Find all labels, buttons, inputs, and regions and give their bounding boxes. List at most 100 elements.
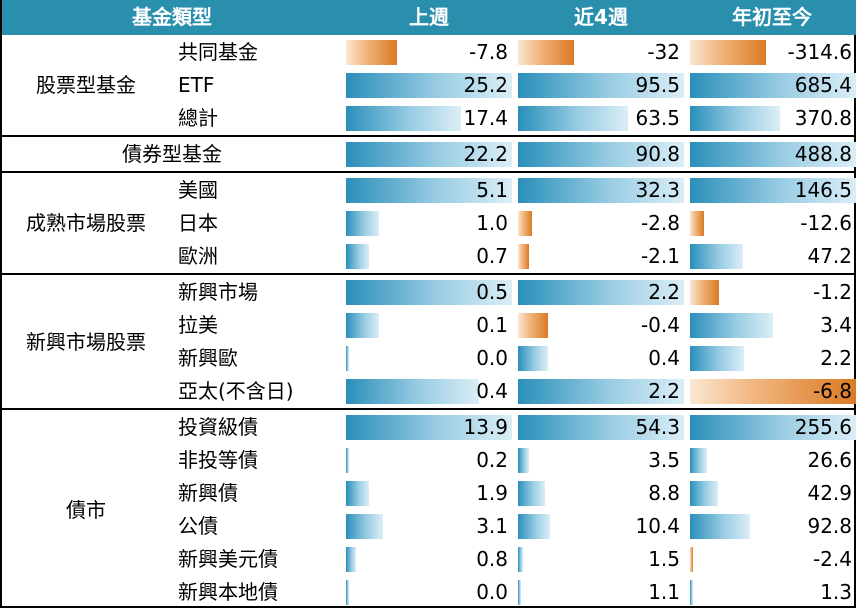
positive-flow-bar bbox=[346, 244, 369, 269]
positive-flow-bar bbox=[346, 106, 461, 131]
row-label: 投資級債 bbox=[178, 415, 258, 439]
flow-value: -2.1 bbox=[640, 244, 680, 268]
negative-flow-bar bbox=[690, 547, 693, 572]
positive-flow-bar bbox=[518, 178, 684, 203]
value-cell-last-week: 1.0 bbox=[346, 207, 512, 240]
flow-value: 0.4 bbox=[648, 346, 680, 370]
value-cell-last-4-weeks: 3.5 bbox=[518, 444, 684, 477]
flow-value: -0.4 bbox=[640, 313, 680, 337]
value-cell-last-week: 0.5 bbox=[346, 276, 512, 309]
value-cell-last-week: 0.4 bbox=[346, 375, 512, 408]
positive-flow-bar bbox=[518, 547, 523, 572]
positive-flow-bar bbox=[346, 379, 479, 404]
flow-value: 26.6 bbox=[807, 448, 852, 472]
value-cell-last-4-weeks: -2.8 bbox=[518, 207, 684, 240]
positive-flow-bar bbox=[518, 106, 629, 131]
negative-flow-bar bbox=[346, 40, 398, 65]
flow-value: -2.8 bbox=[640, 211, 680, 235]
flow-value: 0.0 bbox=[476, 346, 508, 370]
positive-flow-bar bbox=[518, 415, 684, 440]
positive-flow-bar bbox=[690, 448, 708, 473]
positive-flow-bar bbox=[346, 580, 349, 605]
flow-value: 13.9 bbox=[463, 415, 508, 439]
row-label: ETF bbox=[178, 73, 215, 97]
positive-flow-bar bbox=[518, 142, 684, 167]
value-cell-last-week: 0.7 bbox=[346, 240, 512, 273]
value-cell-last-4-weeks: 32.3 bbox=[518, 174, 684, 207]
negative-flow-bar bbox=[518, 244, 529, 269]
value-cell-year-to-date: 685.4 bbox=[690, 69, 856, 102]
positive-flow-bar bbox=[518, 280, 684, 305]
header-category: 基金類型 bbox=[132, 5, 212, 29]
positive-flow-bar bbox=[346, 514, 384, 539]
value-cell-last-4-weeks: 0.4 bbox=[518, 342, 684, 375]
flow-value: 22.2 bbox=[463, 142, 508, 166]
row-label: 新興債 bbox=[178, 481, 238, 505]
value-cell-year-to-date: 47.2 bbox=[690, 240, 856, 273]
flow-value: 1.9 bbox=[476, 481, 508, 505]
flow-value: 25.2 bbox=[463, 73, 508, 97]
value-cell-last-week: 0.2 bbox=[346, 444, 512, 477]
positive-flow-bar bbox=[518, 73, 684, 98]
flow-value: 370.8 bbox=[794, 106, 852, 130]
flow-value: 2.2 bbox=[648, 280, 680, 304]
flow-value: 1.1 bbox=[648, 580, 680, 604]
positive-flow-bar bbox=[690, 346, 744, 371]
row-label: 非投等債 bbox=[178, 448, 258, 472]
positive-flow-bar bbox=[690, 313, 773, 338]
category-label: 新興市場股票 bbox=[26, 330, 146, 354]
flow-value: -12.6 bbox=[800, 211, 852, 235]
positive-flow-bar bbox=[690, 106, 780, 131]
negative-flow-bar bbox=[690, 211, 705, 236]
flow-value: -7.8 bbox=[468, 40, 508, 64]
category-label: 債市 bbox=[66, 498, 106, 522]
header-last-week: 上週 bbox=[409, 5, 449, 29]
value-cell-year-to-date: 488.8 bbox=[690, 138, 856, 171]
flow-value: 2.2 bbox=[820, 346, 852, 370]
row-label: 日本 bbox=[178, 211, 218, 235]
value-cell-last-4-weeks: 10.4 bbox=[518, 510, 684, 543]
row-label: 拉美 bbox=[178, 313, 218, 337]
row-label: 新興市場 bbox=[178, 280, 258, 304]
flow-value: 63.5 bbox=[635, 106, 680, 130]
value-cell-year-to-date: -1.2 bbox=[690, 276, 856, 309]
section-divider bbox=[2, 171, 854, 173]
value-cell-last-4-weeks: 95.5 bbox=[518, 69, 684, 102]
value-cell-last-week: 13.9 bbox=[346, 411, 512, 444]
positive-flow-bar bbox=[346, 313, 380, 338]
positive-flow-bar bbox=[346, 142, 512, 167]
negative-flow-bar bbox=[518, 211, 533, 236]
category-label: 成熟市場股票 bbox=[26, 211, 146, 235]
negative-flow-bar bbox=[518, 40, 574, 65]
flow-value: 1.5 bbox=[648, 547, 680, 571]
value-cell-year-to-date: 2.2 bbox=[690, 342, 856, 375]
row-label: 共同基金 bbox=[178, 40, 258, 64]
value-cell-last-week: 17.4 bbox=[346, 102, 512, 135]
value-cell-last-4-weeks: 1.1 bbox=[518, 576, 684, 609]
positive-flow-bar bbox=[518, 514, 550, 539]
flow-value: 32.3 bbox=[635, 178, 680, 202]
positive-flow-bar bbox=[518, 346, 549, 371]
flow-value: 0.7 bbox=[476, 244, 508, 268]
positive-flow-bar bbox=[346, 448, 349, 473]
value-cell-year-to-date: -12.6 bbox=[690, 207, 856, 240]
value-cell-last-week: 0.0 bbox=[346, 576, 512, 609]
positive-flow-bar bbox=[690, 244, 744, 269]
flow-value: 0.0 bbox=[476, 580, 508, 604]
flow-value: -1.2 bbox=[812, 280, 852, 304]
value-cell-year-to-date: -2.4 bbox=[690, 543, 856, 576]
flow-value: 1.3 bbox=[820, 580, 852, 604]
flow-value: -6.8 bbox=[812, 379, 852, 403]
negative-flow-bar bbox=[690, 40, 767, 65]
value-cell-year-to-date: 255.6 bbox=[690, 411, 856, 444]
value-cell-year-to-date: -6.8 bbox=[690, 375, 856, 408]
value-cell-last-week: 0.0 bbox=[346, 342, 512, 375]
row-label: 新興本地債 bbox=[178, 580, 278, 604]
row-label: 亞太(不含日) bbox=[178, 379, 294, 403]
flow-value: 3.5 bbox=[648, 448, 680, 472]
positive-flow-bar bbox=[346, 415, 512, 440]
category-label: 債券型基金 bbox=[122, 142, 222, 166]
section-divider bbox=[2, 273, 854, 275]
flow-value: 90.8 bbox=[635, 142, 680, 166]
